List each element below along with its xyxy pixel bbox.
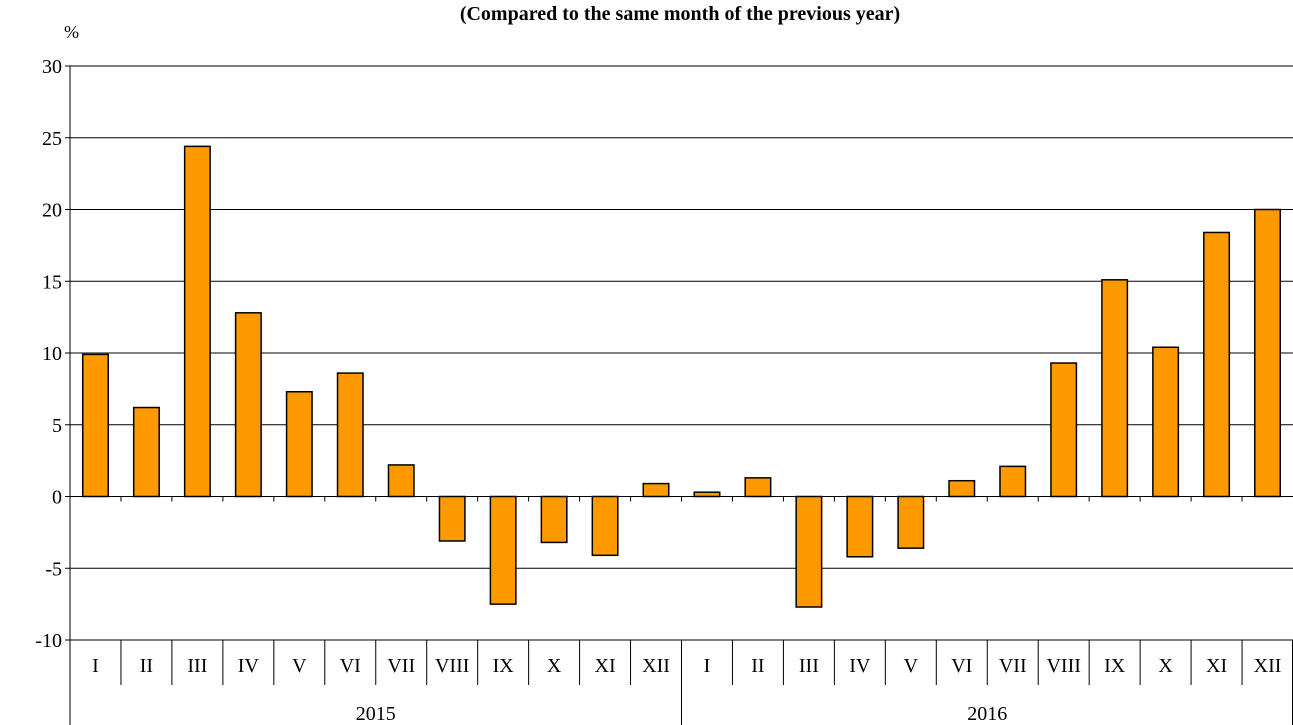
chart-title: (Compared to the same month of the previ…	[460, 3, 900, 25]
bar	[897, 495, 925, 549]
bar	[1152, 346, 1180, 498]
bar	[132, 406, 160, 498]
bar	[999, 465, 1027, 498]
y-tick-label: 20	[42, 200, 62, 222]
bar	[744, 477, 772, 498]
x-tick-label: III	[799, 655, 819, 677]
bar	[1203, 231, 1231, 498]
x-tick-label: IV	[849, 655, 871, 677]
group-label: 2015	[356, 703, 396, 725]
x-tick-label: VIII	[1046, 655, 1080, 677]
bar	[795, 495, 823, 608]
bar	[693, 491, 721, 498]
y-axis-label: %	[64, 22, 79, 42]
x-tick-label: IX	[493, 655, 515, 677]
y-tick-label: 5	[52, 415, 62, 437]
x-tick-label: VII	[387, 655, 415, 677]
bar	[387, 464, 415, 498]
bar	[642, 482, 670, 498]
bar	[183, 145, 211, 498]
x-tick-label: XII	[642, 655, 670, 677]
x-tick-label: V	[292, 655, 307, 677]
y-tick-label: 0	[52, 487, 62, 509]
bar	[1050, 362, 1078, 498]
x-tick-label: VII	[999, 655, 1027, 677]
x-tick-label: XI	[1206, 655, 1227, 677]
bar	[591, 495, 619, 557]
bar	[948, 479, 976, 498]
bar	[1101, 279, 1129, 498]
y-tick-label: 25	[42, 128, 62, 150]
bar	[438, 495, 466, 542]
y-tick-label: 10	[42, 343, 62, 365]
bar	[1254, 208, 1282, 498]
bar	[846, 495, 874, 558]
group-label: 2016	[967, 703, 1007, 725]
y-tick-label: 30	[42, 56, 62, 78]
x-tick-label: V	[904, 655, 919, 677]
bar	[234, 312, 262, 498]
x-tick-label: VIII	[435, 655, 469, 677]
y-tick-label: -5	[45, 558, 62, 580]
x-tick-label: VI	[951, 655, 972, 677]
x-tick-label: VI	[340, 655, 361, 677]
x-tick-label: XI	[595, 655, 616, 677]
x-tick-label: X	[547, 655, 562, 677]
x-tick-label: I	[704, 655, 711, 677]
x-tick-label: II	[140, 655, 153, 677]
bar	[336, 372, 364, 498]
x-tick-label: I	[92, 655, 99, 677]
bar	[489, 495, 517, 605]
bar	[285, 390, 313, 498]
bar	[540, 495, 568, 544]
x-tick-label: IX	[1104, 655, 1126, 677]
x-tick-label: X	[1158, 655, 1173, 677]
x-tick-label: II	[751, 655, 764, 677]
x-tick-label: IV	[238, 655, 260, 677]
bar	[81, 353, 109, 498]
y-tick-label: 15	[42, 271, 62, 293]
y-tick-label: -10	[35, 630, 62, 652]
x-tick-label: XII	[1254, 655, 1282, 677]
x-tick-label: III	[187, 655, 207, 677]
